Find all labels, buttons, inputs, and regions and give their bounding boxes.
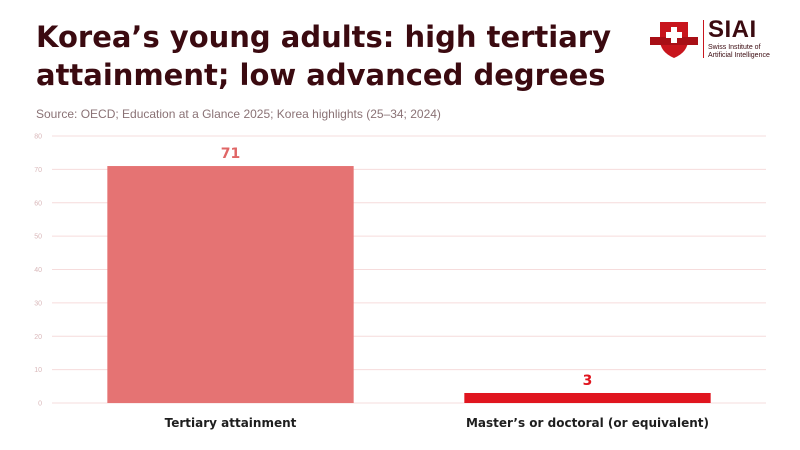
bar-chart: 0 10 20 30 40 50 60 70 80 71 3 Tertiary attainmen…: [34, 134, 766, 430]
category-label: Master’s or doctoral (or equivalent): [466, 416, 709, 430]
logo-divider: [703, 20, 704, 58]
y-tick-label: 30: [34, 300, 42, 307]
bar: [107, 166, 354, 403]
category-label: Tertiary attainment: [165, 416, 297, 430]
y-tick-label: 70: [34, 167, 42, 174]
siai-logo: SIAI Swiss Institute of Artificial Intel…: [648, 16, 770, 62]
chart-title: Korea’s young adults: high tertiary atta…: [36, 20, 612, 92]
bars: [107, 166, 711, 403]
logo-brand-text: SIAI: [708, 16, 757, 43]
bar: [464, 392, 711, 403]
y-tick-label: 0: [38, 401, 42, 408]
data-label: 3: [583, 373, 593, 389]
y-axis-ticks: 0 10 20 30 40 50 60 70 80: [34, 134, 42, 408]
y-tick-label: 20: [34, 334, 42, 341]
y-tick-label: 50: [34, 234, 42, 241]
y-tick-label: 40: [34, 267, 42, 274]
data-label: 71: [221, 146, 240, 162]
y-tick-label: 80: [34, 134, 42, 141]
shield-icon: [650, 22, 698, 58]
y-tick-label: 10: [34, 367, 42, 374]
gridlines: [52, 135, 766, 404]
data-labels: 71 3: [221, 146, 593, 389]
logo-subtitle: Swiss Institute of Artificial Intelligen…: [708, 44, 770, 59]
chart-source: Source: OECD; Education at a Glance 2025…: [36, 107, 441, 121]
y-tick-label: 60: [34, 200, 42, 207]
category-labels: Tertiary attainment Master’s or doctoral …: [165, 416, 709, 430]
